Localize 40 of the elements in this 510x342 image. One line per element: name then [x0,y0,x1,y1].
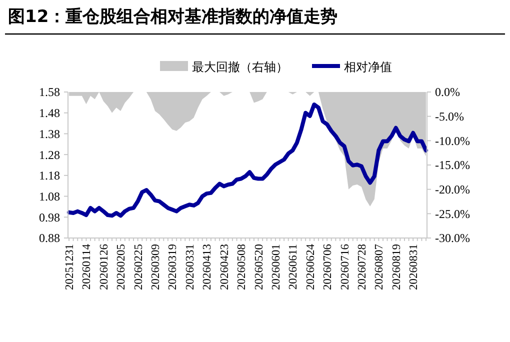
x-tick-label: 20260225 [132,244,145,290]
x-tick-label: 20260331 [184,244,196,290]
y2-tick-label: -25.0% [435,206,470,221]
legend-label: 相对净值 [344,60,392,74]
x-tick-label: 20260205 [116,244,128,290]
x-tick-label: 20260706 [322,244,334,290]
y-tick-label: 1.48 [39,106,60,120]
y-tick-label: 1.18 [39,168,60,183]
x-tick-label: 20260716 [339,244,352,290]
x-tick-label: 20260319 [167,244,180,290]
y2-tick-label: -20.0% [435,182,470,197]
x-tick-label: 20260601 [270,244,282,290]
y2-tick-label: -5.0% [435,110,464,124]
y-tick-label: 1.38 [39,126,60,141]
line-series [67,102,428,218]
y2-tick-label: -30.0% [435,231,470,246]
y-tick-label: 0.88 [39,231,60,246]
y-tick-label: 1.28 [39,148,60,162]
chart-title: 图12：重仓股组合相对基准指数的净值走势 [8,7,338,27]
y-tick-label: 0.98 [39,210,60,224]
x-tick-label: 20260624 [304,244,317,290]
x-tick-label: 20260423 [218,244,231,290]
y-tick-label: 1.58 [39,85,60,100]
y2-tick-label: -10.0% [435,134,470,148]
legend-label: 最大回撤（右轴） [192,60,288,74]
x-tick-label: 20260126 [98,244,110,290]
x-tick-label: 20260819 [390,244,403,290]
x-tick-label: 20260807 [374,244,386,290]
x-tick-label: 20260413 [202,244,214,290]
x-tick-label: 20260114 [81,244,94,290]
y2-tick-label: 0.0% [435,85,460,100]
x-tick-label: 20260520 [253,244,266,290]
x-tick-label: 20260831 [408,244,420,290]
y-tick-label: 1.08 [39,189,60,204]
x-tick-label: 20251231 [64,244,76,290]
x-tick-label: 20260508 [236,244,248,290]
y2-tick-label: -15.0% [435,158,470,172]
x-tick-label: 20260611 [288,244,300,290]
x-tick-label: 20260309 [150,244,162,290]
x-tick-label: 20260728 [356,244,368,290]
